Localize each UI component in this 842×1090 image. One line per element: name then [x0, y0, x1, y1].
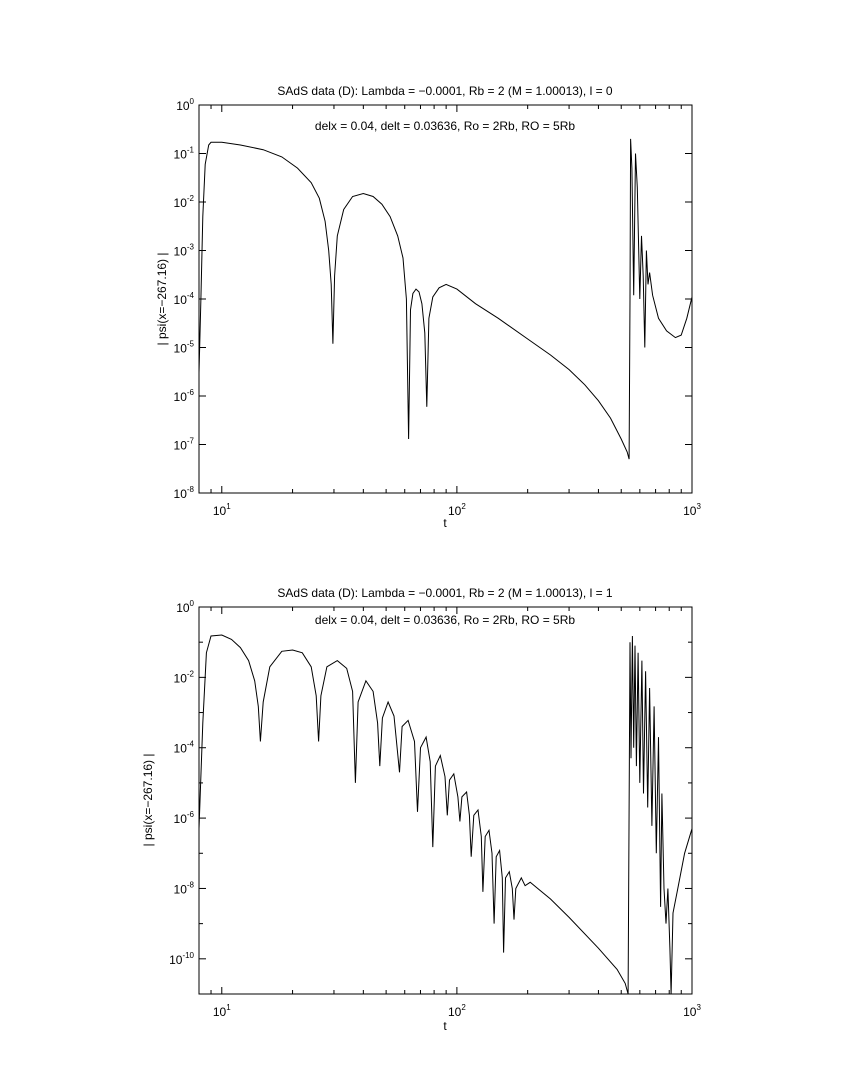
x-axis-label: t — [443, 1019, 447, 1033]
y-tick-label: 10-8 — [174, 485, 195, 501]
x-tick-label: 101 — [213, 1003, 231, 1019]
series-line — [198, 138, 693, 460]
x-tick-label: 103 — [683, 1003, 701, 1019]
y-tick-label: 10-6 — [174, 810, 195, 826]
y-axis-label: | psi(x=−267.16) | — [141, 754, 155, 847]
y-tick-labels: 100 10-1 10-2 10-3 10-4 10-5 10-6 10-7 10-8 — [174, 97, 195, 501]
plot-frame — [198, 104, 693, 494]
y-tick-label: 10-10 — [169, 951, 194, 967]
y-tick-label: 100 — [176, 599, 194, 615]
y-tick-label: 10-6 — [174, 388, 195, 404]
x-tick-label: 103 — [683, 502, 701, 518]
y-tick-label: 10-2 — [174, 669, 195, 685]
x-axis-label: t — [443, 516, 447, 530]
plot-frame — [198, 606, 693, 995]
x-tick-label: 102 — [448, 1003, 466, 1019]
y-tick-label: 100 — [176, 97, 194, 113]
x-tick-label: 102 — [448, 502, 466, 518]
chart-annotation: delx = 0.04, delt = 0.03636, Ro = 2Rb, R… — [315, 613, 575, 627]
y-tick-label: 10-4 — [174, 291, 195, 307]
chart-panel-l1: SAdS data (D): Lambda = −0.0001, Rb = 2 … — [141, 586, 701, 1033]
y-tick-label: 10-8 — [174, 880, 195, 896]
tick-marks — [198, 606, 693, 995]
x-tick-labels: 101 102 103 — [213, 1003, 702, 1019]
y-tick-label: 10-4 — [174, 740, 195, 756]
y-tick-label: 10-5 — [174, 340, 195, 356]
y-tick-label: 10-7 — [174, 437, 195, 453]
y-tick-label: 10-2 — [174, 194, 195, 210]
x-tick-labels: 101 102 103 — [213, 502, 702, 518]
chart-title: SAdS data (D): Lambda = −0.0001, Rb = 2 … — [277, 586, 613, 600]
chart-title: SAdS data (D): Lambda = −0.0001, Rb = 2 … — [277, 84, 613, 98]
tick-marks — [198, 104, 693, 494]
y-tick-label: 10-3 — [174, 243, 195, 259]
chart-annotation: delx = 0.04, delt = 0.03636, Ro = 2Rb, R… — [315, 119, 575, 133]
y-tick-labels: 100 10-2 10-4 10-6 10-8 10-10 — [169, 599, 194, 967]
chart-panel-l0: SAdS data (D): Lambda = −0.0001, Rb = 2 … — [155, 84, 701, 530]
series-line — [198, 634, 693, 995]
y-tick-label: 10-1 — [174, 146, 195, 162]
x-tick-label: 101 — [213, 502, 231, 518]
y-axis-label: | psi(x=−267.16) | — [155, 253, 169, 346]
